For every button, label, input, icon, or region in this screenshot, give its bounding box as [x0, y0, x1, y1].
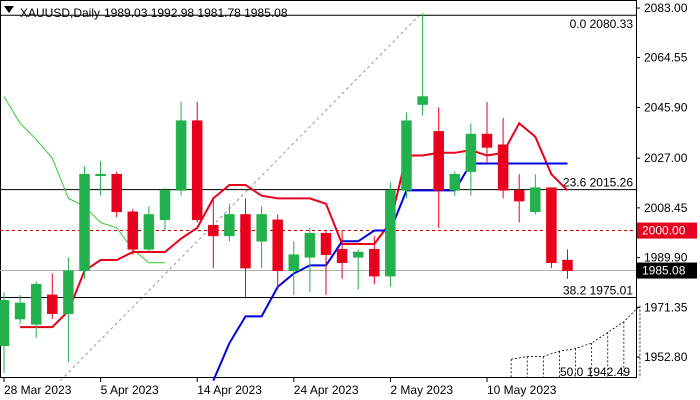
candle-body [191, 120, 203, 221]
candle-body [385, 190, 396, 277]
fib-level-label: 50.0 1942.49 [560, 365, 630, 379]
candle-body [513, 190, 525, 202]
candle-body [111, 174, 122, 213]
candle-body [465, 133, 477, 172]
candle-body [0, 300, 10, 347]
y-axis-label: 2083.00 [644, 1, 688, 15]
candle-body [497, 144, 509, 191]
candle-body [562, 259, 573, 272]
current-price-box [637, 262, 697, 279]
candle-body [127, 211, 139, 250]
tenkan-sen-line [20, 121, 569, 329]
candle-body [449, 174, 461, 191]
support-price-box [637, 222, 697, 239]
candle-body [240, 214, 251, 269]
candle-body [14, 302, 26, 320]
candle-body [320, 232, 332, 255]
fib-trendline [59, 14, 420, 382]
candle-body [159, 190, 171, 221]
candle-body [352, 251, 364, 258]
collapse-arrow-icon[interactable] [4, 6, 14, 13]
x-axis-label: 5 Apr 2023 [101, 383, 159, 397]
x-axis-label: 24 Apr 2023 [294, 383, 359, 397]
candle-body [208, 224, 219, 237]
candle-body [546, 187, 557, 263]
candle-body [47, 294, 58, 314]
y-axis-label: 2027.00 [644, 151, 688, 165]
candle-body [304, 232, 316, 258]
x-axis-label: 10 May 2023 [487, 383, 557, 397]
chart-symbol-timeframe: XAUUSD,Daily [20, 6, 100, 20]
y-axis-label: 1971.35 [644, 300, 688, 314]
candle-body [530, 187, 541, 213]
candle-body [401, 120, 412, 191]
candle-body [369, 249, 380, 277]
candle-body [95, 174, 106, 177]
candle-body [433, 131, 444, 191]
candle-body [143, 214, 155, 250]
candle-body [224, 214, 235, 237]
y-axis-label: 2008.45 [644, 201, 688, 215]
x-axis-label: 2 May 2023 [390, 383, 453, 397]
candle-body [481, 133, 493, 148]
current-price-label: 1985.08 [642, 264, 686, 278]
candle-body [336, 249, 348, 263]
candle-body [63, 270, 74, 314]
x-axis-label: 14 Apr 2023 [197, 383, 262, 397]
x-axis-label: 28 Mar 2023 [4, 383, 72, 397]
y-axis-label: 2045.90 [644, 101, 688, 115]
fib-level-label: 0.0 2080.33 [570, 17, 634, 31]
fib-level-label: 23.6 2015.26 [563, 176, 633, 190]
y-axis-label: 1952.80 [644, 350, 688, 364]
y-axis-label: 2064.55 [644, 51, 688, 65]
candle-body [272, 219, 283, 272]
plot-frame [0, 0, 637, 378]
candle-body [288, 254, 300, 272]
support-price-label: 2000.00 [642, 224, 686, 238]
fib-level-label: 38.2 1975.01 [563, 284, 633, 298]
cloud-edge-line [511, 305, 641, 360]
candle-body [175, 120, 187, 191]
chart-ohlc-values: 1989.03 1992.98 1981.78 1985.08 [104, 6, 288, 20]
candle-body [256, 214, 267, 242]
candle-body [79, 174, 90, 272]
candle-body [417, 96, 428, 105]
candle-body [30, 283, 42, 325]
y-axis-label: 1989.90 [644, 251, 688, 265]
